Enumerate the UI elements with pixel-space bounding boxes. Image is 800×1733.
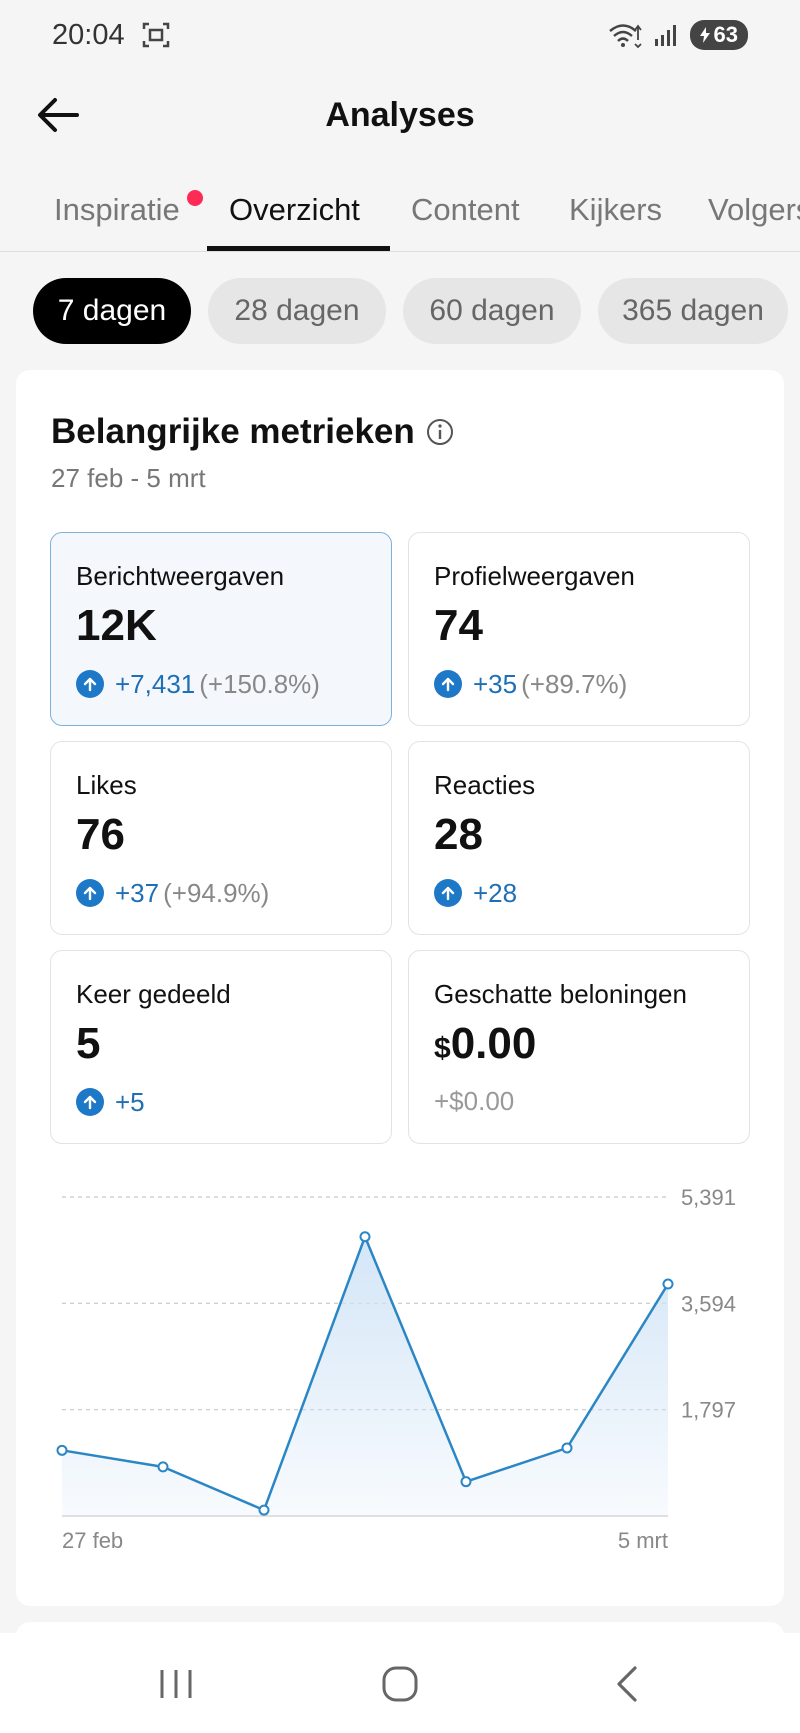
key-metrics-card: Belangrijke metrieken 27 feb - 5 mrt Ber… bbox=[16, 370, 784, 1606]
metric-berichtweergaven[interactable]: Berichtweergaven 12K +7,431 (+150.8%) bbox=[50, 532, 392, 726]
page-title: Analyses bbox=[325, 95, 475, 134]
metric-label: Keer gedeeld bbox=[76, 979, 231, 1009]
metric-label: Geschatte beloningen bbox=[434, 979, 687, 1009]
metric-geschatte-beloningen[interactable]: Geschatte beloningen $0.00 +$0.00 bbox=[408, 950, 750, 1144]
period-28-days[interactable]: 28 dagen bbox=[208, 278, 386, 344]
active-tab-indicator bbox=[207, 246, 390, 251]
metric-amount: 0.00 bbox=[450, 1019, 537, 1068]
status-bar: 20:04 63 bbox=[0, 0, 800, 70]
charging-icon bbox=[699, 27, 710, 43]
metric-value: 12K bbox=[76, 601, 157, 650]
header: Analyses bbox=[0, 80, 800, 150]
tab-inspiratie[interactable]: Inspiratie bbox=[54, 192, 180, 227]
metric-change: +7,431 bbox=[115, 669, 196, 699]
metric-reacties[interactable]: Reacties 28 +28 bbox=[408, 741, 750, 935]
metric-likes[interactable]: Likes 76 +37 (+94.9%) bbox=[50, 741, 392, 935]
arrow-up-icon bbox=[76, 1088, 104, 1116]
metric-change-percent: (+150.8%) bbox=[199, 669, 320, 699]
currency-symbol: $ bbox=[434, 1032, 451, 1065]
wifi-icon bbox=[608, 24, 642, 48]
arrow-up-icon bbox=[76, 879, 104, 907]
metric-label: Berichtweergaven bbox=[76, 561, 285, 591]
arrow-up-icon bbox=[434, 670, 462, 698]
metric-label: Likes bbox=[76, 770, 137, 800]
metric-change: +5 bbox=[115, 1087, 145, 1117]
card-title: Belangrijke metrieken bbox=[51, 412, 415, 451]
back-nav-icon[interactable] bbox=[596, 1661, 656, 1707]
info-icon[interactable] bbox=[425, 417, 455, 447]
battery-level: 63 bbox=[713, 22, 738, 47]
date-range: 27 feb - 5 mrt bbox=[51, 463, 206, 493]
battery-indicator: 63 bbox=[689, 20, 748, 50]
metric-label: Reacties bbox=[434, 770, 536, 800]
tab-volgers[interactable]: Volgers bbox=[708, 192, 800, 227]
metric-change: +$0.00 bbox=[434, 1086, 515, 1116]
metric-change-percent: (+89.7%) bbox=[521, 669, 628, 699]
metric-value: 28 bbox=[434, 810, 483, 859]
metric-value: 76 bbox=[76, 810, 125, 859]
recent-apps-icon[interactable] bbox=[146, 1661, 206, 1707]
arrow-up-icon bbox=[434, 879, 462, 907]
metric-change: +37 bbox=[115, 878, 160, 908]
period-365-days[interactable]: 365 dagen bbox=[598, 278, 788, 344]
screenshot-icon bbox=[142, 22, 169, 48]
system-nav-bar bbox=[0, 1633, 800, 1733]
tab-bar: Inspiratie Overzicht Content Kijkers Vol… bbox=[0, 170, 800, 252]
arrow-up-icon bbox=[76, 670, 104, 698]
metric-label: Profielweergaven bbox=[434, 561, 635, 591]
home-icon[interactable] bbox=[370, 1661, 430, 1707]
tab-kijkers[interactable]: Kijkers bbox=[569, 192, 663, 227]
metric-value: $0.00 bbox=[434, 1022, 749, 1066]
period-60-days[interactable]: 60 dagen bbox=[403, 278, 581, 344]
tab-content[interactable]: Content bbox=[411, 192, 520, 227]
period-7-days[interactable]: 7 dagen bbox=[33, 278, 191, 344]
metric-value: 74 bbox=[434, 601, 483, 650]
metric-change: +28 bbox=[473, 878, 518, 908]
metric-change: +35 bbox=[473, 669, 518, 699]
notification-dot bbox=[187, 190, 203, 206]
signal-icon bbox=[654, 25, 676, 46]
status-time: 20:04 bbox=[52, 18, 125, 51]
metric-keer-gedeeld[interactable]: Keer gedeeld 5 +5 bbox=[50, 950, 392, 1144]
back-arrow-icon[interactable] bbox=[34, 92, 82, 138]
metric-profielweergaven[interactable]: Profielweergaven 74 +35 (+89.7%) bbox=[408, 532, 750, 726]
tab-overzicht[interactable]: Overzicht bbox=[229, 192, 360, 227]
metric-change-percent: (+94.9%) bbox=[163, 878, 270, 908]
metric-value: 5 bbox=[76, 1019, 101, 1068]
